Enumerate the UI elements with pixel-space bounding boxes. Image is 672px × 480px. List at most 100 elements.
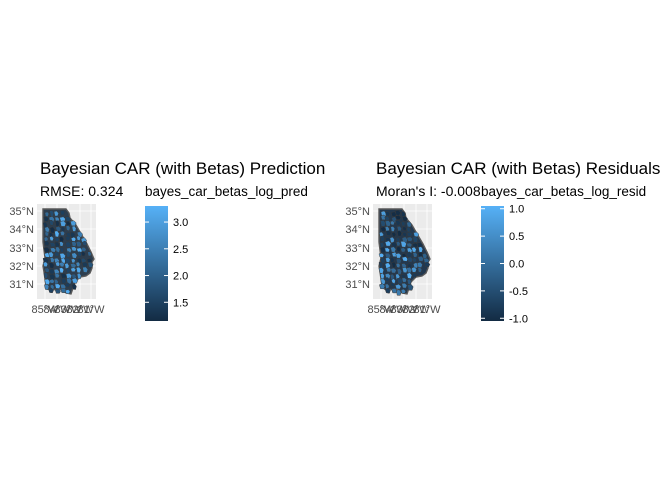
- county-polygon: [412, 251, 418, 258]
- county-polygon: [65, 251, 71, 258]
- county-polygon: [49, 257, 55, 263]
- county-polygon: [64, 282, 71, 288]
- county-polygon: [406, 226, 411, 233]
- county-polygon: [395, 252, 402, 259]
- county-polygon: [400, 211, 406, 218]
- county-polygon: [48, 287, 54, 294]
- county-polygon: [412, 272, 418, 278]
- county-polygon: [406, 256, 414, 263]
- x-tick-label: 83°W: [390, 304, 418, 316]
- y-tick-label: 35°N: [9, 206, 34, 218]
- county-polygon: [396, 226, 402, 232]
- county-polygon: [54, 288, 61, 294]
- county-polygon: [390, 267, 397, 274]
- county-polygon: [80, 246, 87, 252]
- county-polygon: [378, 252, 385, 258]
- county-polygon: [75, 261, 81, 267]
- county-polygon: [82, 266, 89, 273]
- legend-ticks: 3.0 2.5 2.0 1.5: [145, 217, 188, 309]
- county-polygon: [65, 241, 72, 248]
- county-polygon: [54, 272, 60, 279]
- legend-colorbar: [145, 206, 168, 321]
- county-polygon: [391, 261, 397, 268]
- y-tick-label: 35°N: [345, 206, 370, 218]
- county-polygon: [384, 277, 390, 283]
- county-polygon: [59, 261, 65, 268]
- county-polygon: [401, 277, 407, 283]
- x-tick-label: 81°W: [413, 304, 441, 316]
- county-polygon: [379, 246, 387, 254]
- plot-subtitle: Moran's I: -0.008: [376, 183, 481, 199]
- legend-tick-label: 1.5: [173, 297, 188, 309]
- county-polygon: [406, 236, 413, 242]
- map-plot-svg: 35°N 34°N 33°N 32°N 31°N 85°W 84°W 83°W …: [345, 204, 528, 326]
- y-tick-label: 33°N: [345, 243, 370, 255]
- x-tick-label: 83°W: [54, 304, 82, 316]
- y-tick-label: 34°N: [9, 224, 34, 236]
- county-polygon: [49, 235, 54, 242]
- x-axis-ticks: 85°W 84°W 83°W 82°W 81°W: [31, 304, 105, 316]
- x-tick-label: 84°W: [43, 304, 71, 316]
- county-polygon: [384, 240, 392, 247]
- y-axis-ticks: 35°N 34°N 33°N 32°N 31°N: [345, 206, 370, 291]
- county-polygon: [58, 235, 65, 243]
- county-polygon: [396, 230, 402, 237]
- map-plot-svg: 35°N 34°N 33°N 32°N 31°N 85°W 84°W 83°W …: [9, 204, 188, 321]
- legend-tick-label: -0.5: [509, 286, 528, 298]
- county-polygon: [400, 288, 406, 294]
- county-polygon: [70, 267, 77, 273]
- county-polygon: [385, 267, 392, 273]
- x-tick-label: 82°W: [402, 304, 430, 316]
- county-polygon: [71, 240, 77, 247]
- county-polygon: [43, 216, 49, 222]
- county-polygon: [55, 220, 60, 227]
- county-polygon: [406, 221, 412, 228]
- county-polygon: [59, 230, 66, 236]
- county-polygon: [413, 231, 420, 238]
- legend-title: bayes_car_betas_log_pred: [145, 184, 308, 199]
- county-polygon: [59, 241, 64, 247]
- county-polygon: [380, 220, 386, 227]
- legend-title: bayes_car_betas_log_resid: [481, 184, 647, 199]
- county-polygon: [71, 283, 77, 290]
- legend-colorbar: [481, 206, 504, 321]
- county-polygon: [48, 251, 54, 258]
- county-polygon: [394, 283, 402, 290]
- county-polygon: [53, 251, 60, 257]
- county-polygon: [385, 257, 391, 263]
- county-polygon: [396, 289, 402, 296]
- county-polygon: [48, 262, 55, 269]
- county-polygon: [384, 247, 391, 253]
- county-polygon: [395, 237, 401, 243]
- county-polygon: [401, 282, 408, 289]
- legend-tick-label: 2.5: [173, 244, 188, 256]
- county-polygon: [44, 211, 50, 217]
- county-polygon: [406, 278, 412, 285]
- county-polygon: [76, 235, 81, 241]
- county-polygons: [378, 209, 431, 296]
- county-polygon: [384, 283, 390, 290]
- county-polygon: [401, 256, 409, 262]
- county-polygon: [48, 278, 55, 284]
- county-polygon: [75, 266, 82, 274]
- x-axis-ticks: 85°W 84°W 83°W 82°W 81°W: [367, 304, 441, 316]
- county-polygon: [379, 283, 386, 290]
- county-polygon: [65, 220, 71, 227]
- county-polygon: [49, 242, 56, 248]
- county-polygon: [390, 246, 397, 253]
- county-polygon: [385, 211, 391, 217]
- county-polygon: [70, 236, 77, 242]
- legend-tick-label: 3.0: [173, 217, 188, 229]
- x-tick-label: 85°W: [31, 304, 59, 316]
- county-polygon: [60, 226, 66, 232]
- county-polygon: [416, 261, 423, 268]
- legend-tick-label: 0.0: [509, 259, 524, 271]
- county-polygon: [401, 216, 408, 222]
- county-polygon: [76, 272, 82, 280]
- county-polygon: [69, 220, 77, 227]
- county-polygon: [43, 246, 50, 254]
- county-polygon: [55, 246, 61, 253]
- county-polygon: [394, 215, 402, 220]
- county-polygon: [87, 261, 94, 268]
- county-polygon: [80, 251, 86, 257]
